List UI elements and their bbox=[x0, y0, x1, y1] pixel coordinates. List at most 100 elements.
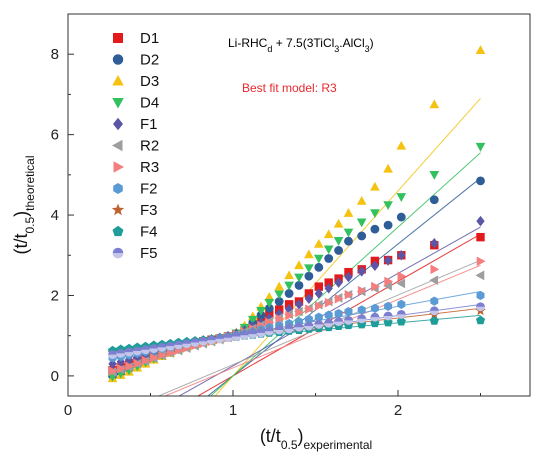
data-point-d4 bbox=[475, 142, 486, 152]
legend-label: R2 bbox=[140, 138, 159, 155]
data-point-f5 bbox=[284, 324, 294, 334]
legend-label: D2 bbox=[140, 52, 159, 69]
data-point-r3 bbox=[117, 363, 126, 374]
data-points bbox=[107, 45, 486, 383]
y-tick-label: 0 bbox=[51, 368, 59, 385]
data-point-d4 bbox=[396, 193, 407, 202]
data-point-r3 bbox=[150, 352, 159, 363]
y-tick-label: 8 bbox=[51, 46, 59, 63]
x-tick-label: 1 bbox=[229, 402, 237, 419]
data-point-d3 bbox=[274, 281, 285, 291]
data-point-f5 bbox=[357, 314, 367, 324]
data-point-r3 bbox=[357, 285, 367, 296]
plot-frame bbox=[67, 13, 531, 397]
legend-item-f1: F1 bbox=[113, 116, 158, 133]
y-tick-label: 2 bbox=[51, 287, 59, 304]
data-point-f4 bbox=[475, 315, 486, 325]
data-point-d2 bbox=[294, 281, 304, 290]
data-point-d2 bbox=[324, 254, 334, 263]
legend-marker bbox=[112, 54, 124, 65]
data-point-f2 bbox=[304, 314, 313, 324]
data-point-d2 bbox=[284, 289, 294, 298]
legend-item-d2: D2 bbox=[112, 52, 159, 69]
data-point-d4 bbox=[274, 290, 285, 300]
data-point-d3 bbox=[429, 99, 440, 109]
data-point-d3 bbox=[323, 229, 334, 239]
data-point-d2 bbox=[396, 212, 406, 222]
legend-marker bbox=[113, 183, 123, 194]
x-tick-label: 0 bbox=[64, 402, 72, 419]
data-point-f1 bbox=[476, 215, 485, 227]
data-point-d4 bbox=[333, 237, 344, 246]
data-point-f5 bbox=[324, 318, 334, 328]
data-point-d4 bbox=[304, 264, 314, 274]
data-point-d3 bbox=[313, 238, 324, 248]
data-point-d2 bbox=[274, 297, 284, 306]
y-tick-label: 4 bbox=[51, 207, 59, 224]
axis-ticks: 0 1 2 0 2 4 6 8 bbox=[51, 46, 481, 419]
data-point-f1 bbox=[370, 260, 380, 271]
legend: D1 D2 D3 D4 F1 R2 R3 F2 F3 F4 F5 bbox=[111, 30, 159, 262]
data-point-r3 bbox=[285, 310, 295, 321]
legend-item-r2: R2 bbox=[112, 138, 159, 155]
data-point-f1 bbox=[430, 237, 439, 249]
data-point-f5 bbox=[116, 348, 126, 358]
data-point-f1 bbox=[383, 255, 393, 266]
data-point-d3 bbox=[264, 292, 275, 301]
data-point-f1 bbox=[357, 266, 366, 277]
data-point-r3 bbox=[397, 271, 407, 282]
data-point-r3 bbox=[133, 358, 143, 369]
data-point-f4 bbox=[429, 315, 439, 325]
fit-line-d2 bbox=[207, 177, 481, 396]
data-point-d4 bbox=[370, 209, 380, 219]
legend-label: F5 bbox=[140, 245, 158, 262]
x-tick-label: 2 bbox=[394, 402, 402, 419]
data-point-d4 bbox=[429, 171, 440, 180]
legend-label: F4 bbox=[140, 224, 158, 241]
legend-label: D1 bbox=[140, 30, 159, 47]
data-point-r3 bbox=[324, 297, 334, 308]
data-point-f5 bbox=[314, 320, 324, 329]
data-point-f1 bbox=[304, 293, 314, 304]
data-point-f4 bbox=[383, 317, 393, 327]
data-point-d4 bbox=[323, 245, 334, 255]
legend-label: R3 bbox=[140, 159, 159, 176]
data-point-r3 bbox=[158, 350, 168, 360]
data-point-f2 bbox=[476, 290, 485, 301]
data-point-r3 bbox=[476, 256, 486, 267]
data-point-f5 bbox=[157, 342, 167, 352]
data-point-r3 bbox=[315, 301, 324, 311]
data-point-d4 bbox=[256, 306, 266, 316]
y-axis-title: (t/t0.5)theoretical bbox=[11, 155, 37, 254]
series-f5 bbox=[108, 302, 485, 359]
legend-marker bbox=[112, 98, 124, 109]
fit-line-r3 bbox=[163, 264, 481, 396]
legend-label: F3 bbox=[140, 202, 158, 219]
legend-item-f3: F3 bbox=[111, 202, 158, 219]
legend-item-d1: D1 bbox=[113, 30, 159, 47]
data-point-d2 bbox=[476, 176, 485, 186]
fit-line-d1 bbox=[196, 233, 481, 396]
data-point-r2 bbox=[396, 278, 406, 289]
x-axis-title: (t/t0.5)experimental bbox=[260, 426, 372, 452]
legend-marker bbox=[113, 117, 123, 131]
data-point-d4 bbox=[247, 315, 258, 325]
data-point-d3 bbox=[294, 260, 304, 270]
data-point-d4 bbox=[383, 201, 393, 211]
fit-line-r2 bbox=[157, 259, 481, 396]
data-point-f1 bbox=[344, 271, 353, 283]
data-point-d1 bbox=[314, 282, 323, 291]
data-point-d3 bbox=[304, 249, 314, 259]
data-point-d2 bbox=[314, 262, 324, 272]
data-point-d2 bbox=[304, 271, 314, 281]
legend-marker bbox=[112, 247, 124, 259]
formula-annotation: Li-RHCd + 7.5(3TiCl3.AlCl3) bbox=[228, 36, 374, 54]
y-tick-label: 6 bbox=[51, 127, 59, 144]
data-point-d3 bbox=[356, 195, 367, 205]
data-point-f2 bbox=[324, 310, 333, 320]
best-fit-annotation: Best fit model: R3 bbox=[242, 81, 337, 95]
data-point-f5 bbox=[190, 338, 200, 347]
legend-label: F2 bbox=[140, 181, 158, 198]
data-point-f2 bbox=[334, 308, 343, 319]
